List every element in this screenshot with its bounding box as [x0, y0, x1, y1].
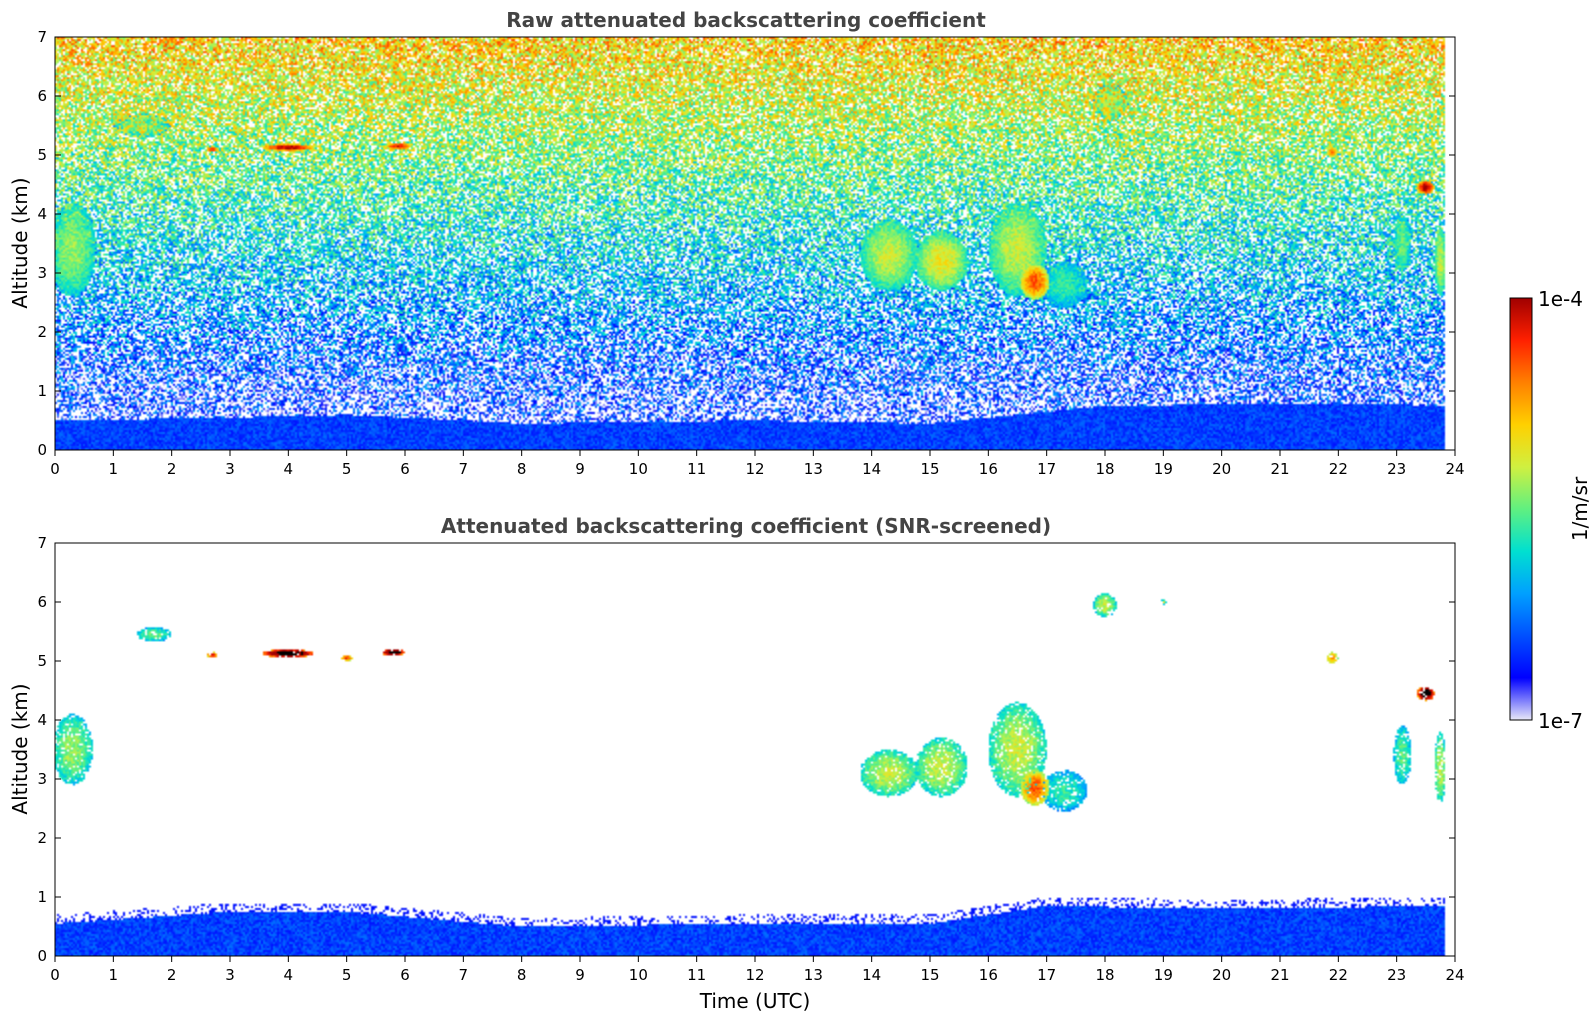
x-tick-label: 8: [517, 966, 527, 984]
y-tick-label: 4: [37, 711, 47, 729]
x-tick-label: 3: [225, 460, 235, 478]
x-tick-label: 24: [1445, 966, 1464, 984]
y-tick-label: 0: [37, 947, 47, 965]
bottom-panel: Attenuated backscattering coefficient (S…: [8, 514, 1465, 1013]
x-tick-label: 4: [284, 460, 294, 478]
x-tick-label: 20: [1212, 966, 1231, 984]
x-tick-label: 14: [862, 460, 881, 478]
x-tick-label: 16: [979, 966, 998, 984]
x-tick-label: 10: [629, 966, 648, 984]
x-tick-label: 7: [459, 460, 469, 478]
y-tick-label: 6: [37, 593, 47, 611]
x-tick-label: 13: [804, 966, 823, 984]
bottom-panel-ticks: 0 1 2 3 4 5 6 7 8 9 10 11 12 13 14 15 16 17 18 19 20 21 22 23 24…: [37, 534, 1464, 984]
colorbar-unit-label: 1/m/sr: [1568, 476, 1592, 541]
x-tick-label: 18: [1095, 966, 1114, 984]
y-tick-label: 5: [37, 652, 47, 670]
x-tick-label: 0: [50, 460, 60, 478]
x-tick-label: 1: [109, 966, 119, 984]
x-tick-label: 12: [745, 460, 764, 478]
x-tick-label: 23: [1387, 966, 1406, 984]
y-tick-label: 3: [37, 770, 47, 788]
top-panel-ylabel: Altitude (km): [8, 177, 32, 308]
x-tick-label: 18: [1095, 460, 1114, 478]
y-tick-label: 0: [37, 441, 47, 459]
y-tick-label: 1: [37, 888, 47, 906]
x-tick-label: 15: [920, 966, 939, 984]
x-tick-label: 13: [804, 460, 823, 478]
x-tick-label: 3: [225, 966, 235, 984]
x-tick-label: 5: [342, 966, 352, 984]
bottom-heatmap: [55, 543, 1455, 956]
x-tick-label: 10: [629, 460, 648, 478]
top-heatmap-image: [55, 37, 1455, 450]
x-tick-label: 20: [1212, 460, 1231, 478]
x-tick-label: 15: [920, 460, 939, 478]
x-tick-label: 8: [517, 460, 527, 478]
y-tick-label: 2: [37, 829, 47, 847]
y-tick-label: 5: [37, 146, 47, 164]
x-tick-label: 19: [1154, 966, 1173, 984]
x-tick-label: 11: [687, 966, 706, 984]
x-tick-label: 11: [687, 460, 706, 478]
top-panel: Raw attenuated backscattering coefficien…: [8, 8, 1465, 478]
y-tick-label: 4: [37, 205, 47, 223]
x-tick-label: 2: [167, 966, 177, 984]
top-panel-title: Raw attenuated backscattering coefficien…: [506, 8, 986, 32]
x-tick-label: 14: [862, 966, 881, 984]
x-tick-label: 9: [575, 966, 585, 984]
x-tick-label: 5: [342, 460, 352, 478]
x-tick-label: 19: [1154, 460, 1173, 478]
x-tick-label: 9: [575, 460, 585, 478]
x-tick-label: 21: [1270, 460, 1289, 478]
bottom-panel-title: Attenuated backscattering coefficient (S…: [441, 514, 1051, 538]
y-tick-label: 1: [37, 382, 47, 400]
x-tick-label: 2: [167, 460, 177, 478]
x-tick-label: 21: [1270, 966, 1289, 984]
top-heatmap: [55, 37, 1455, 450]
x-tick-label: 22: [1329, 966, 1348, 984]
bottom-heatmap-image: [55, 543, 1455, 956]
bottom-panel-ylabel: Altitude (km): [8, 683, 32, 814]
x-tick-label: 12: [745, 966, 764, 984]
bottom-panel-xlabel: Time (UTC): [699, 989, 811, 1013]
y-tick-label: 6: [37, 87, 47, 105]
colorbar-scale: [1509, 297, 1533, 721]
x-tick-label: 6: [400, 966, 410, 984]
x-tick-label: 23: [1387, 460, 1406, 478]
x-tick-label: 0: [50, 966, 60, 984]
x-tick-label: 1: [109, 460, 119, 478]
top-panel-ticks: 0 1 2 3 4 5 6 7 8 9 10 11 12 13 14 15 16 17 18 19 20 21 22 23 24…: [37, 28, 1464, 478]
colorbar: 1e-4 1e-7 1/m/sr: [1509, 287, 1592, 733]
x-tick-label: 17: [1037, 966, 1056, 984]
x-tick-label: 24: [1445, 460, 1464, 478]
y-tick-label: 2: [37, 323, 47, 341]
colorbar-max-label: 1e-4: [1538, 287, 1583, 311]
x-tick-label: 16: [979, 460, 998, 478]
x-tick-label: 6: [400, 460, 410, 478]
y-tick-label: 3: [37, 264, 47, 282]
y-tick-label: 7: [37, 28, 47, 46]
colorbar-min-label: 1e-7: [1538, 709, 1583, 733]
x-tick-label: 22: [1329, 460, 1348, 478]
x-tick-label: 17: [1037, 460, 1056, 478]
x-tick-label: 7: [459, 966, 469, 984]
x-tick-label: 4: [284, 966, 294, 984]
y-tick-label: 7: [37, 534, 47, 552]
